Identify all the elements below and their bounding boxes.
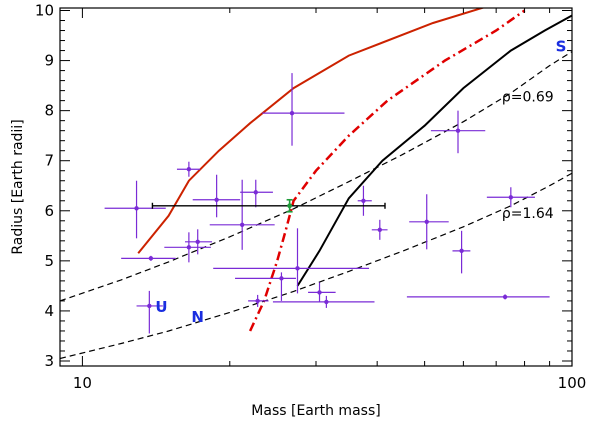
planet-point <box>406 294 550 300</box>
axis-ticks: 3 4 5 6 7 8 9 10 10 100 <box>35 2 586 392</box>
planet-point <box>136 290 163 334</box>
point-marker <box>214 197 219 202</box>
planet-point <box>308 282 336 303</box>
point-marker <box>502 294 508 300</box>
planet-point <box>213 228 370 294</box>
planet-point <box>104 180 166 239</box>
y-tick-label: 4 <box>44 302 54 320</box>
planet-point <box>430 110 486 154</box>
curve-solid-black <box>296 14 572 287</box>
planet-point <box>262 73 345 146</box>
point-marker <box>508 195 514 200</box>
x-tick-label: 10 <box>73 374 92 392</box>
planet-point <box>192 174 241 218</box>
curve-dashed-black <box>60 51 572 302</box>
planet-point <box>486 187 535 208</box>
curve-dashdot-red <box>248 9 526 332</box>
planet-point <box>209 179 275 250</box>
point-marker <box>147 303 152 309</box>
point-marker <box>295 266 300 271</box>
point-marker <box>317 290 322 295</box>
y-tick-label: 9 <box>44 52 54 70</box>
planet-point <box>121 255 176 261</box>
point-marker <box>239 222 245 228</box>
x-axis-title: Mass [Earth mass] <box>251 403 380 419</box>
y-axis-title: Radius [Earth radii] <box>10 119 26 254</box>
y-tick-label: 10 <box>35 2 54 20</box>
planet-point <box>371 219 388 240</box>
planet-point <box>357 185 372 216</box>
point-marker <box>424 219 429 224</box>
point-marker <box>186 167 192 172</box>
data-points <box>104 73 550 334</box>
y-tick-label: 7 <box>44 152 54 170</box>
planet-point <box>235 272 296 301</box>
y-tick-label: 5 <box>44 252 54 270</box>
solar-planet-label: N <box>191 308 204 326</box>
curve-solid-red <box>137 8 486 254</box>
point-marker <box>455 128 461 133</box>
point-marker <box>361 198 366 203</box>
annotations: ρ=0.69 ρ=1.64 U N S <box>155 38 566 326</box>
highlight-marker <box>287 203 293 209</box>
planet-point <box>248 294 269 307</box>
highlight-point <box>151 198 386 213</box>
point-marker <box>195 239 200 245</box>
point-marker <box>148 256 154 261</box>
y-tick-label: 6 <box>44 202 54 220</box>
point-marker <box>134 206 139 211</box>
planet-point <box>240 179 273 208</box>
point-marker <box>459 248 464 254</box>
planet-point <box>184 229 213 255</box>
planet-point <box>272 295 375 308</box>
planet-point <box>409 194 449 250</box>
solar-planet-label: S <box>556 38 567 56</box>
point-marker <box>377 227 383 233</box>
y-tick-label: 3 <box>44 352 54 370</box>
planet-point <box>164 232 211 263</box>
solar-planet-label: U <box>155 298 167 316</box>
curve-label: ρ=0.69 <box>502 90 554 106</box>
point-marker <box>279 276 284 281</box>
point-marker <box>186 245 192 250</box>
model-curves <box>60 8 572 360</box>
x-tick-label: 100 <box>558 374 587 392</box>
curve-label: ρ=1.64 <box>502 206 554 222</box>
planet-point <box>452 230 471 274</box>
planet-point <box>176 161 201 177</box>
curve-dashed-black <box>60 172 572 360</box>
point-marker <box>324 299 329 305</box>
y-tick-label: 8 <box>44 102 54 120</box>
point-marker <box>255 298 260 304</box>
point-marker <box>289 110 295 116</box>
point-marker <box>253 190 258 195</box>
